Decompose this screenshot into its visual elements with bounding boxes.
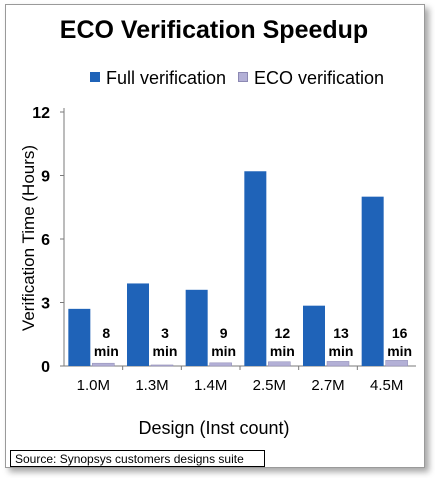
bar-eco-verification	[209, 362, 232, 367]
y-tick-label: 6	[41, 232, 50, 249]
x-tick-label: 4.5M	[370, 377, 403, 394]
data-label-value: 3	[161, 325, 169, 341]
data-label-value: 16	[392, 325, 408, 341]
bar-eco-verification	[385, 360, 408, 367]
data-label-unit: min	[270, 343, 295, 359]
bar-eco-verification	[150, 364, 174, 367]
bar-full-verification	[127, 283, 149, 366]
bar-eco-verification	[326, 361, 350, 367]
legend-label-eco: ECO verification	[254, 68, 385, 88]
legend-label-full: Full verification	[106, 68, 227, 88]
y-tick-label: 3	[41, 296, 50, 313]
bar-full-verification	[244, 171, 267, 366]
x-tick-label: 1.0M	[77, 377, 110, 394]
x-tick-label: 2.7M	[311, 377, 344, 394]
y-tick-label: 12	[32, 105, 50, 122]
data-label-unit: min	[153, 343, 178, 359]
chart-frame	[5, 4, 425, 468]
y-tick-label: 0	[41, 359, 50, 376]
data-label-unit: min	[387, 343, 412, 359]
data-label-value: 9	[220, 325, 228, 341]
x-tick-label: 1.3M	[135, 377, 168, 394]
y-tick-label: 9	[41, 169, 50, 186]
x-axis-label: Design (Inst count)	[138, 418, 290, 438]
data-label-unit: min	[211, 343, 236, 359]
bar-full-verification	[185, 289, 208, 366]
data-label-value: 8	[102, 325, 110, 341]
source-note: Source: Synopsys customers designs suite	[10, 450, 265, 467]
bar-eco-verification	[268, 361, 291, 367]
legend-swatch-eco	[238, 72, 248, 82]
bar-eco-verification	[92, 362, 115, 367]
x-tick-label: 2.5M	[253, 377, 286, 394]
legend-swatch-full	[90, 72, 100, 82]
data-label-unit: min	[94, 343, 119, 359]
data-label-unit: min	[329, 343, 354, 359]
bar-full-verification	[68, 308, 91, 366]
data-label-value: 12	[275, 325, 291, 341]
chart-title: ECO Verification Speedup	[59, 16, 369, 44]
x-tick-label: 1.4M	[194, 377, 227, 394]
data-label-value: 13	[333, 325, 349, 341]
bar-full-verification	[303, 305, 325, 366]
bar-full-verification	[361, 196, 384, 366]
